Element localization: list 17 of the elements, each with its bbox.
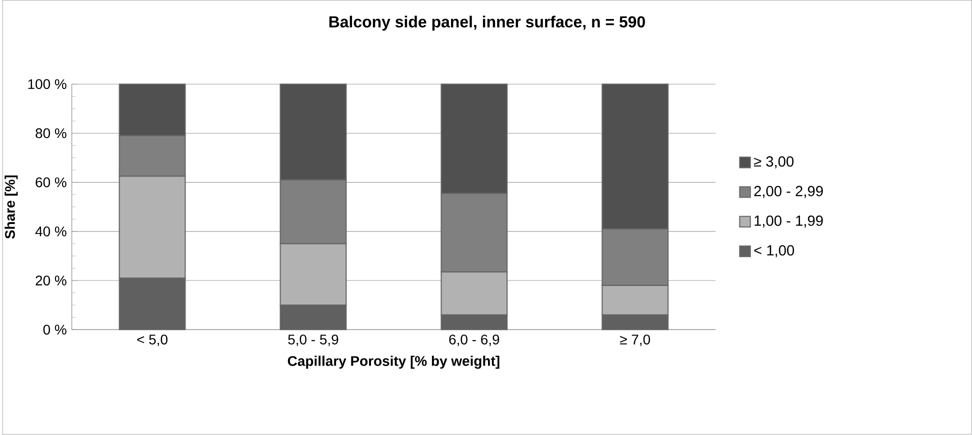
x-tick-label: < 5,0	[137, 334, 168, 346]
x-tick-label: ≥ 7,0	[620, 334, 650, 346]
x-tick-label: 6,0 - 6,9	[449, 334, 500, 346]
chart-title: Balcony side panel, inner surface, n = 590	[329, 16, 645, 31]
y-axis-title: Share [%]	[4, 176, 18, 239]
legend-label: 2,00 - 2,99	[754, 186, 823, 198]
legend-label: ≥ 3,00	[754, 156, 794, 169]
y-tick-label: 20 %	[36, 276, 66, 286]
y-tick-label: 0 %	[43, 324, 66, 335]
x-axis-title: Capillary Porosity [% by weight]	[288, 356, 500, 369]
y-tick-label: 100 %	[28, 79, 66, 90]
y-tick-label: 60 %	[36, 178, 66, 188]
x-tick-label: 5,0 - 5,9	[288, 334, 338, 346]
y-tick-label: 80 %	[36, 128, 66, 138]
legend-label: < 1,00	[754, 245, 794, 258]
legend-label: 1,00 - 1,99	[754, 216, 823, 228]
y-tick-label: 40 %	[35, 226, 66, 237]
